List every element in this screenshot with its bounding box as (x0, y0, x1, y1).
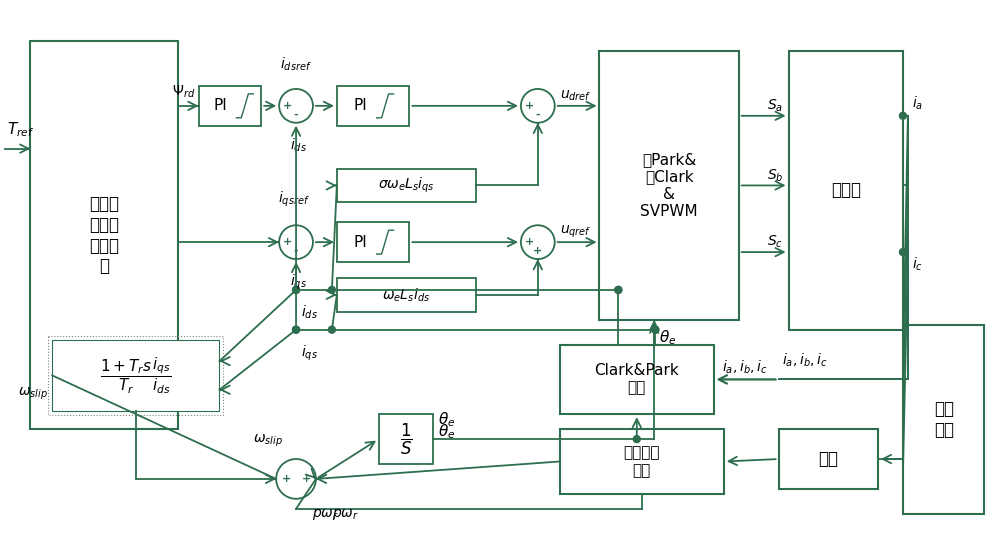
Text: 优化电
流与转
矩对应
表: 优化电 流与转 矩对应 表 (89, 195, 119, 275)
Text: $\omega_eL_si_{ds}$: $\omega_eL_si_{ds}$ (382, 286, 431, 303)
Text: $T_{ref}$: $T_{ref}$ (7, 120, 34, 139)
Bar (199, 86, 261, 126)
Circle shape (615, 286, 622, 293)
Bar (560, 345, 714, 414)
Text: +: + (525, 237, 534, 247)
Text: +: + (283, 101, 292, 111)
Bar (337, 222, 409, 262)
Circle shape (652, 326, 659, 333)
Text: +: + (533, 246, 542, 255)
Text: 逆变器: 逆变器 (831, 181, 861, 199)
Bar (337, 168, 476, 202)
Text: $\sigma\omega_eL_si_{qs}$: $\sigma\omega_eL_si_{qs}$ (378, 176, 435, 195)
Text: $i_{ds}$: $i_{ds}$ (290, 137, 306, 154)
Text: -: - (294, 246, 298, 255)
Text: $p\omega_r$: $p\omega_r$ (312, 507, 339, 522)
Text: $i_{qsref}$: $i_{qsref}$ (278, 190, 310, 210)
Bar (337, 86, 409, 126)
Bar (599, 51, 739, 320)
Bar (379, 414, 433, 464)
Circle shape (293, 326, 300, 333)
Circle shape (328, 286, 335, 293)
Bar (779, 429, 878, 489)
Text: $\dfrac{1+T_rs}{T_r}\dfrac{i_{qs}}{i_{ds}}$: $\dfrac{1+T_rs}{T_r}\dfrac{i_{qs}}{i_{ds… (100, 355, 172, 396)
Text: $\theta_e$: $\theta_e$ (438, 410, 456, 429)
Text: $i_{dsref}$: $i_{dsref}$ (280, 56, 312, 73)
Text: $\Psi_{rd}$: $\Psi_{rd}$ (172, 84, 196, 100)
Text: +: + (525, 101, 534, 111)
Text: $p\omega_r$: $p\omega_r$ (332, 507, 359, 522)
Bar (337, 278, 476, 312)
Circle shape (293, 286, 300, 293)
Text: $S_c$: $S_c$ (767, 234, 784, 251)
Circle shape (633, 436, 640, 443)
Text: +: + (301, 474, 311, 484)
Text: $u_{qref}$: $u_{qref}$ (560, 224, 591, 240)
Text: $\theta_e$: $\theta_e$ (438, 422, 456, 441)
Bar (903, 325, 984, 514)
Text: $\omega_{slip}$: $\omega_{slip}$ (253, 433, 283, 449)
Text: -: - (294, 109, 298, 119)
Text: $S_b$: $S_b$ (767, 167, 784, 184)
Circle shape (652, 326, 659, 333)
Text: 旋变: 旋变 (818, 450, 838, 468)
Text: $i_a, i_b, i_c$: $i_a, i_b, i_c$ (722, 359, 768, 376)
Bar (30, 41, 178, 429)
Text: $i_c$: $i_c$ (912, 256, 923, 273)
Text: PI: PI (354, 235, 368, 249)
Circle shape (899, 112, 906, 119)
Circle shape (293, 286, 300, 293)
Text: $u_{dref}$: $u_{dref}$ (560, 89, 591, 103)
Circle shape (328, 326, 335, 333)
Text: $i_a, i_b, i_c$: $i_a, i_b, i_c$ (782, 352, 827, 369)
Text: 逆Park&
逆Clark
&
SVPWM: 逆Park& 逆Clark & SVPWM (640, 152, 698, 219)
Text: $\omega_{slip}$: $\omega_{slip}$ (18, 386, 47, 402)
Text: 转子速度
计算: 转子速度 计算 (624, 446, 660, 478)
Text: -: - (535, 109, 540, 119)
Text: 感应
电机: 感应 电机 (934, 400, 954, 438)
Text: $i_{qs}$: $i_{qs}$ (290, 273, 306, 292)
Bar (48, 336, 223, 415)
Text: $i_{ds}$: $i_{ds}$ (301, 304, 318, 321)
Text: $\dfrac{1}{S}$: $\dfrac{1}{S}$ (400, 422, 412, 457)
Bar (52, 340, 219, 411)
Text: $S_a$: $S_a$ (767, 98, 784, 114)
Text: $i_{qs}$: $i_{qs}$ (301, 343, 318, 363)
Text: PI: PI (354, 98, 368, 113)
Text: +: + (281, 474, 291, 484)
Text: $\theta_e$: $\theta_e$ (659, 328, 677, 347)
Bar (789, 51, 903, 330)
Circle shape (899, 248, 906, 255)
Text: PI: PI (214, 98, 227, 113)
Bar (560, 429, 724, 494)
Text: +: + (283, 237, 292, 247)
Text: $i_a$: $i_a$ (912, 94, 923, 112)
Circle shape (293, 326, 300, 333)
Circle shape (615, 286, 622, 293)
Text: Clark&Park
变换: Clark&Park 变换 (594, 363, 679, 396)
